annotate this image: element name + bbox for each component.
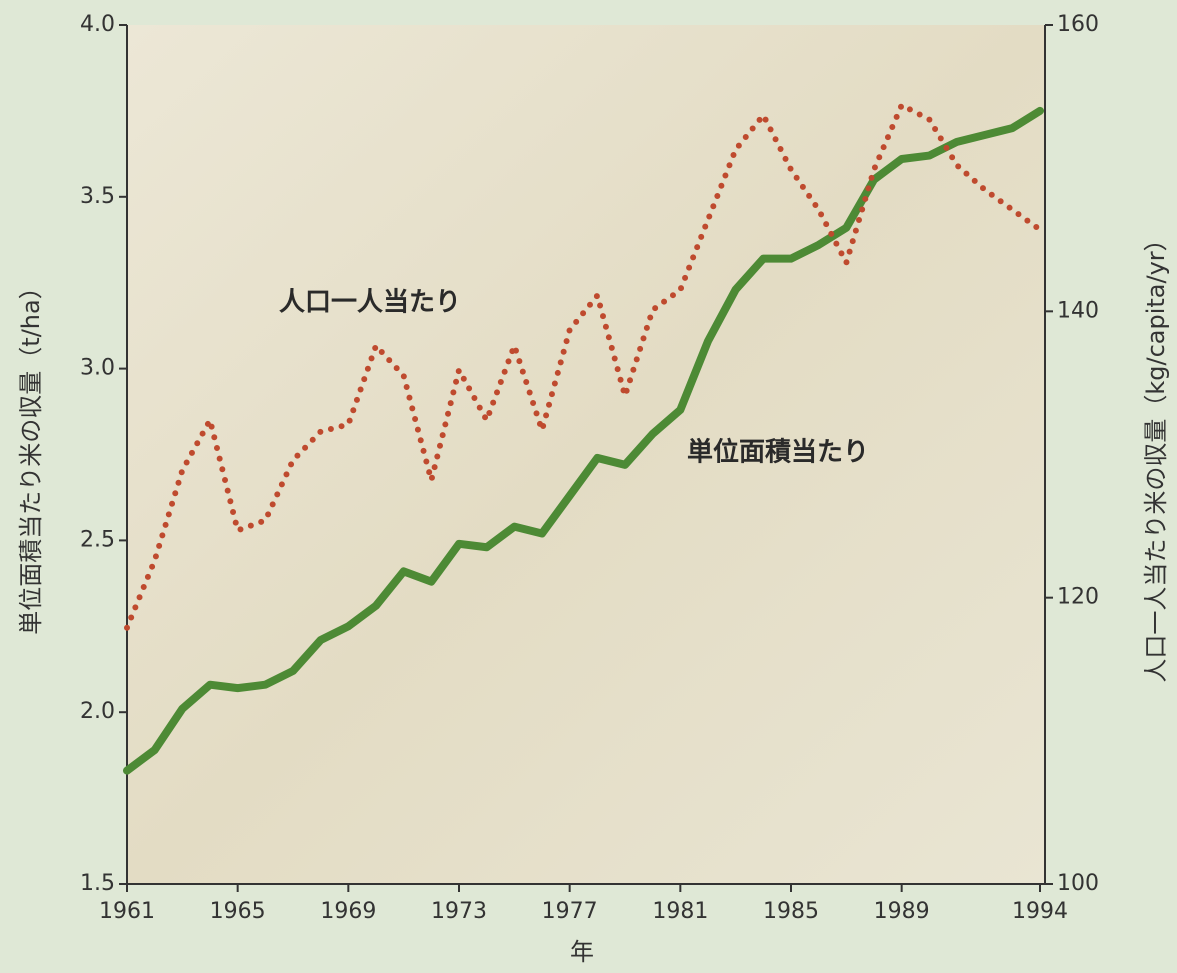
- y2-axis-title: 人口一人当たり米の収量（kg/capita/yr）: [1142, 227, 1170, 682]
- y-tick-label: 2.0: [80, 699, 115, 724]
- data-line: [124, 102, 1043, 631]
- x-tick-label: 1961: [99, 899, 155, 924]
- x-tick-label: 1973: [431, 899, 487, 924]
- y2-tick-label: 100: [1057, 871, 1099, 896]
- y-tick-label: 1.5: [80, 871, 115, 896]
- x-tick-label: 1977: [542, 899, 598, 924]
- y-tick-label: 2.5: [80, 527, 115, 552]
- x-tick-label: 1994: [1012, 899, 1068, 924]
- data-line: [123, 106, 1044, 775]
- y-axis-title: 単位面積当たり米の収量（t/ha）: [17, 275, 45, 634]
- y-tick-label: 3.0: [80, 356, 115, 381]
- y-tick-label: 4.0: [80, 12, 115, 37]
- y-tick-label: 3.5: [80, 184, 115, 209]
- x-tick-label: 1969: [320, 899, 376, 924]
- series-annotation: 人口一人当たり: [279, 288, 461, 318]
- x-axis-title: 年: [570, 938, 594, 966]
- x-tick-label: 1989: [874, 899, 930, 924]
- series-annotation: 単位面積当たり: [687, 437, 869, 468]
- x-tick-label: 1965: [210, 899, 266, 924]
- y2-tick-label: 120: [1057, 585, 1099, 610]
- x-tick-label: 1985: [763, 899, 819, 924]
- y2-tick-label: 160: [1057, 12, 1099, 37]
- y2-tick-label: 140: [1057, 298, 1099, 323]
- plot-area: [127, 25, 1045, 884]
- x-tick-label: 1981: [652, 899, 708, 924]
